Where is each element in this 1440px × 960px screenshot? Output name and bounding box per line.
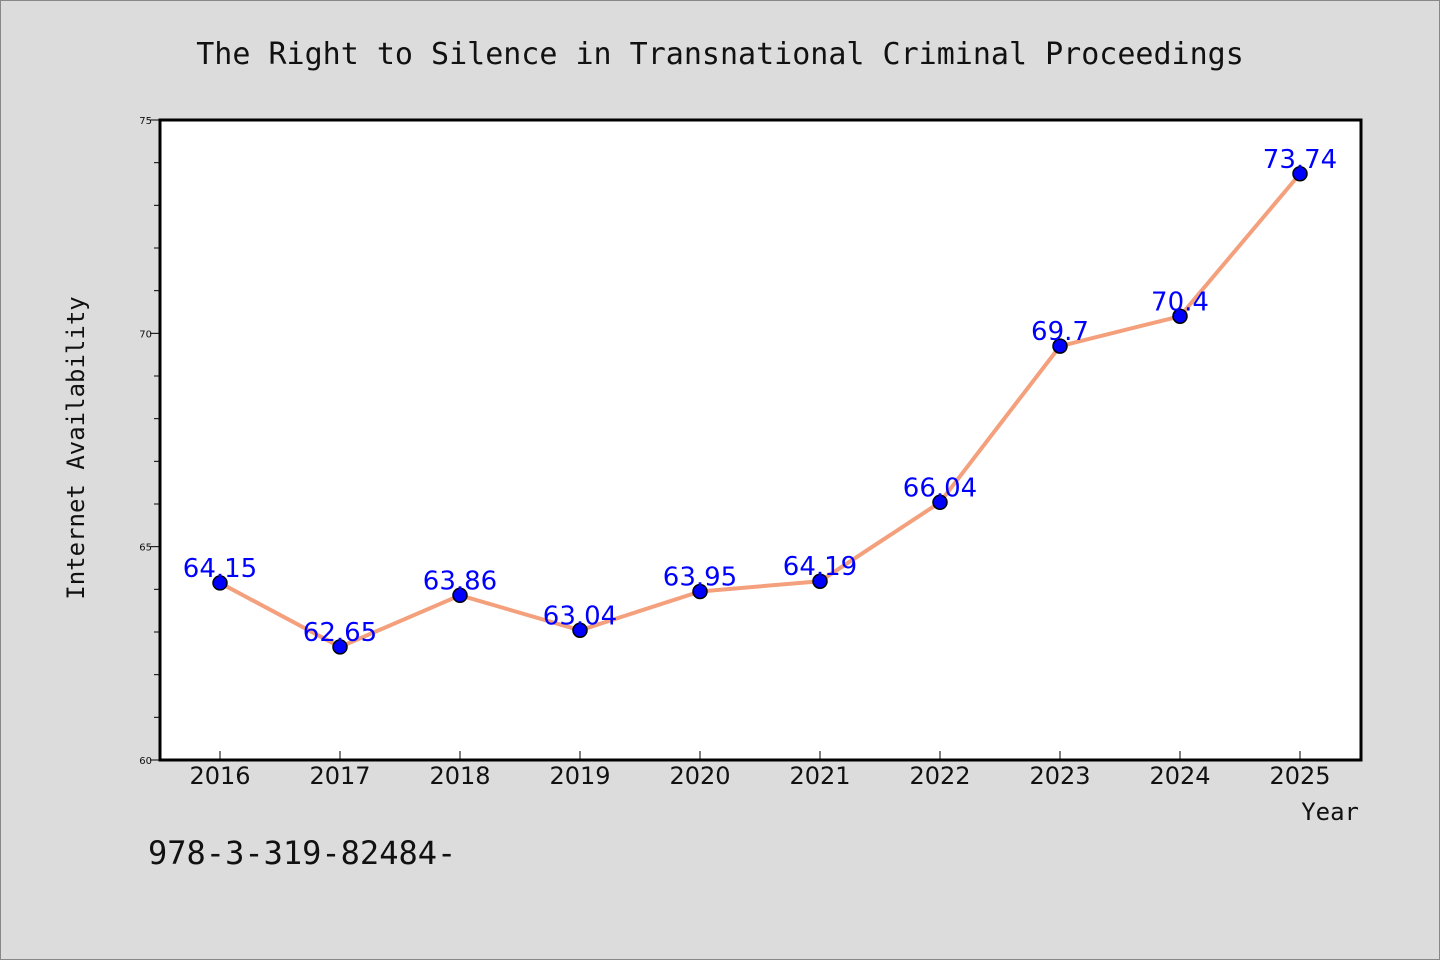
x-tick-label: 2020 xyxy=(669,762,730,790)
data-point xyxy=(812,573,828,589)
data-point xyxy=(932,494,948,511)
data-label: 73.74 xyxy=(1263,145,1337,175)
plot-area xyxy=(158,118,1363,762)
series-layer: 64.15 62.65 63.86 63.04 63.95 64.19 66.04 69.7 7… xyxy=(183,145,1337,655)
y-tick-label: 70 xyxy=(139,329,152,340)
x-tick-label: 2022 xyxy=(909,762,970,790)
footer-text: 978-3-319-82484- xyxy=(148,834,456,872)
y-tick-label: 75 xyxy=(139,116,152,127)
data-label: 62.65 xyxy=(303,618,377,648)
data-label: 69.7 xyxy=(1031,317,1089,347)
x-tick-label: 2018 xyxy=(429,762,490,790)
data-label: 70.4 xyxy=(1151,287,1209,317)
x-axis: 2016 2017 2018 2019 2020 2021 2022 2023 2024 2025 xyxy=(189,751,1331,790)
data-label: 64.15 xyxy=(183,554,257,584)
data-point xyxy=(692,583,708,600)
x-tick-label: 2024 xyxy=(1149,762,1210,790)
y-tick-label: 60 xyxy=(139,756,152,767)
data-point xyxy=(572,622,588,639)
x-axis-label: Year xyxy=(1301,798,1359,826)
x-tick-label: 2025 xyxy=(1269,762,1330,790)
data-point xyxy=(1052,338,1068,354)
data-point xyxy=(1292,166,1308,182)
x-tick-label: 2019 xyxy=(549,762,610,790)
y-tick-label: 65 xyxy=(139,543,152,554)
x-tick-label: 2016 xyxy=(189,762,250,790)
data-label: 63.86 xyxy=(423,566,497,596)
x-tick-label: 2021 xyxy=(789,762,850,790)
data-point xyxy=(452,587,468,604)
data-label: 63.95 xyxy=(663,562,737,592)
data-point xyxy=(1172,308,1188,325)
data-label: 63.04 xyxy=(543,601,617,631)
data-point xyxy=(332,639,348,655)
data-label: 66.04 xyxy=(903,473,977,503)
y-axis: 60 65 70 75 xyxy=(139,116,160,767)
series-line xyxy=(218,171,1302,649)
x-tick-label: 2017 xyxy=(309,762,370,790)
data-label: 64.19 xyxy=(783,552,857,582)
data-point xyxy=(212,575,228,591)
x-tick-label: 2023 xyxy=(1029,762,1090,790)
chart-title: The Right to Silence in Transnational Cr… xyxy=(196,37,1244,72)
y-axis-label: Internet Availability xyxy=(62,296,90,599)
